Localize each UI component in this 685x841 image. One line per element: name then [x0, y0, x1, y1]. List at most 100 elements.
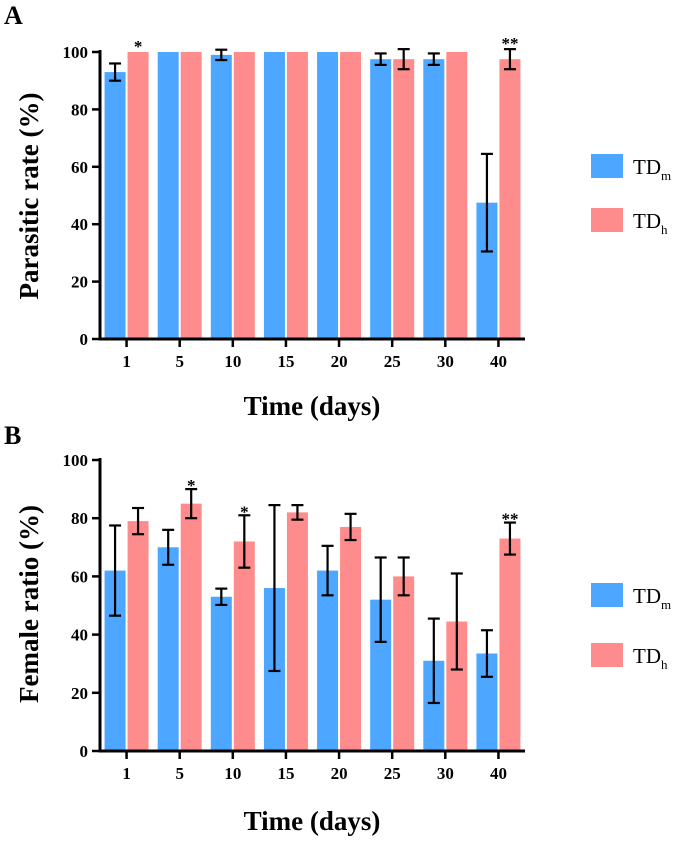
error-bar-tdh-25: [397, 556, 410, 597]
error-bar-tdm-40: [480, 629, 493, 678]
error-bar-tdh-25: [397, 48, 410, 71]
panel-b-letter: B: [4, 421, 21, 450]
bar-tdm-5: [157, 52, 179, 339]
error-bar-tdh-15: [291, 504, 304, 521]
panel-b-ylabel: Female ratio (%): [14, 505, 44, 703]
x-tick-label-5: 5: [175, 352, 184, 371]
legend-a-label-tdm: TDm: [633, 155, 671, 183]
error-bar-tdm-30: [427, 52, 440, 67]
significance-star-5: *: [187, 476, 196, 495]
error-bar-tdm-15: [268, 504, 281, 673]
y-tick-label-80: 80: [71, 509, 88, 528]
bar-tdh-5: [180, 503, 202, 751]
legend-b-tdm-sub: m: [661, 597, 671, 612]
significance-star-1: *: [134, 37, 143, 56]
significance-star-10: *: [240, 502, 249, 521]
error-bar-tdm-1: [109, 62, 122, 82]
error-bar-tdh-5: [185, 488, 198, 520]
bar-tdh-30: [446, 621, 468, 751]
error-bar-tdm-25: [374, 52, 387, 67]
y-tick-label-40: 40: [71, 626, 88, 645]
error-bar-tdm-5: [162, 528, 175, 566]
error-bar-tdh-10: [238, 514, 251, 569]
y-tick-label-20: 20: [71, 273, 88, 292]
bar-tdh-10: [233, 52, 255, 339]
error-bar-tdm-1: [109, 524, 122, 617]
x-tick-label-25: 25: [384, 352, 401, 371]
bar-tdm-25: [370, 599, 392, 751]
x-tick-label-30: 30: [437, 764, 454, 783]
bar-tdm-1: [104, 72, 126, 339]
x-tick-label-1: 1: [122, 352, 131, 371]
bar-tdm-30: [423, 660, 445, 751]
error-bar-tdh-40: [503, 48, 516, 71]
bar-tdh-20: [340, 52, 362, 339]
bar-tdh-40: [499, 59, 521, 340]
error-bar-tdh-20: [344, 512, 357, 542]
bar-tdm-10: [210, 596, 232, 751]
error-bar-tdm-30: [427, 617, 440, 705]
panel-a-ylabel: Parasitic rate (%): [14, 93, 44, 300]
bar-tdm-25: [370, 59, 392, 340]
x-tick-label-10: 10: [224, 352, 241, 371]
legend-a-label-tdh: TDh: [633, 209, 668, 237]
x-tick-label-10: 10: [224, 764, 241, 783]
y-tick-label-0: 0: [80, 742, 89, 761]
bar-tdm-40: [476, 202, 498, 339]
bar-tdh-5: [180, 52, 202, 339]
legend-b-tdh-sub: h: [661, 657, 668, 672]
x-tick-label-40: 40: [490, 352, 507, 371]
legend-a: TDm TDh: [591, 154, 671, 237]
y-tick-label-20: 20: [71, 684, 88, 703]
legend-b-tdh-main: TD: [633, 644, 661, 668]
panel-b-xlabel: Time (days): [244, 806, 381, 836]
bar-tdh-40: [499, 538, 521, 751]
error-bar-tdh-1: [132, 506, 145, 536]
bar-tdh-25: [393, 576, 415, 751]
y-tick-label-100: 100: [63, 451, 89, 470]
bar-tdm-5: [157, 547, 179, 751]
bar-tdh-1: [127, 52, 149, 339]
bar-tdh-30: [446, 52, 468, 339]
x-tick-label-20: 20: [331, 352, 348, 371]
error-bar-tdm-25: [374, 556, 387, 643]
legend-a-tdm-sub: m: [661, 168, 671, 183]
x-tick-label-15: 15: [277, 764, 294, 783]
y-tick-label-0: 0: [80, 330, 89, 349]
bar-tdm-20: [317, 570, 339, 751]
y-tick-label-40: 40: [71, 215, 88, 234]
x-tick-label-15: 15: [277, 352, 294, 371]
error-bar-tdm-10: [215, 587, 228, 607]
bar-tdh-15: [286, 512, 308, 751]
bar-tdh-25: [393, 59, 415, 340]
legend-a-tdh-sub: h: [661, 222, 668, 237]
legend-b-label-tdh: TDh: [633, 644, 668, 672]
significance-star-40: **: [501, 34, 518, 53]
significance-star-40: **: [501, 510, 518, 529]
error-bar-tdh-40: [503, 521, 516, 556]
legend-b-tdm-main: TD: [633, 584, 661, 608]
bar-tdh-20: [340, 526, 362, 751]
legend-a-tdm-main: TD: [633, 155, 661, 179]
legend-a-tdh-main: TD: [633, 209, 661, 233]
legend-b-swatch-tdh: [591, 643, 623, 667]
y-tick-label-60: 60: [71, 567, 88, 586]
legend-b-swatch-tdm: [591, 583, 623, 607]
bar-tdm-15: [263, 52, 285, 339]
panel-a-xlabel: Time (days): [244, 391, 381, 421]
legend-a-swatch-tdh: [591, 208, 623, 232]
legend-a-swatch-tdm: [591, 154, 623, 178]
bar-tdh-10: [233, 541, 255, 751]
x-tick-label-25: 25: [384, 764, 401, 783]
bar-tdm-20: [317, 52, 339, 339]
x-tick-label-20: 20: [331, 764, 348, 783]
error-bar-tdh-30: [450, 572, 463, 671]
bar-tdh-1: [127, 521, 149, 751]
bar-tdm-10: [210, 54, 232, 340]
x-tick-label-1: 1: [122, 764, 131, 783]
